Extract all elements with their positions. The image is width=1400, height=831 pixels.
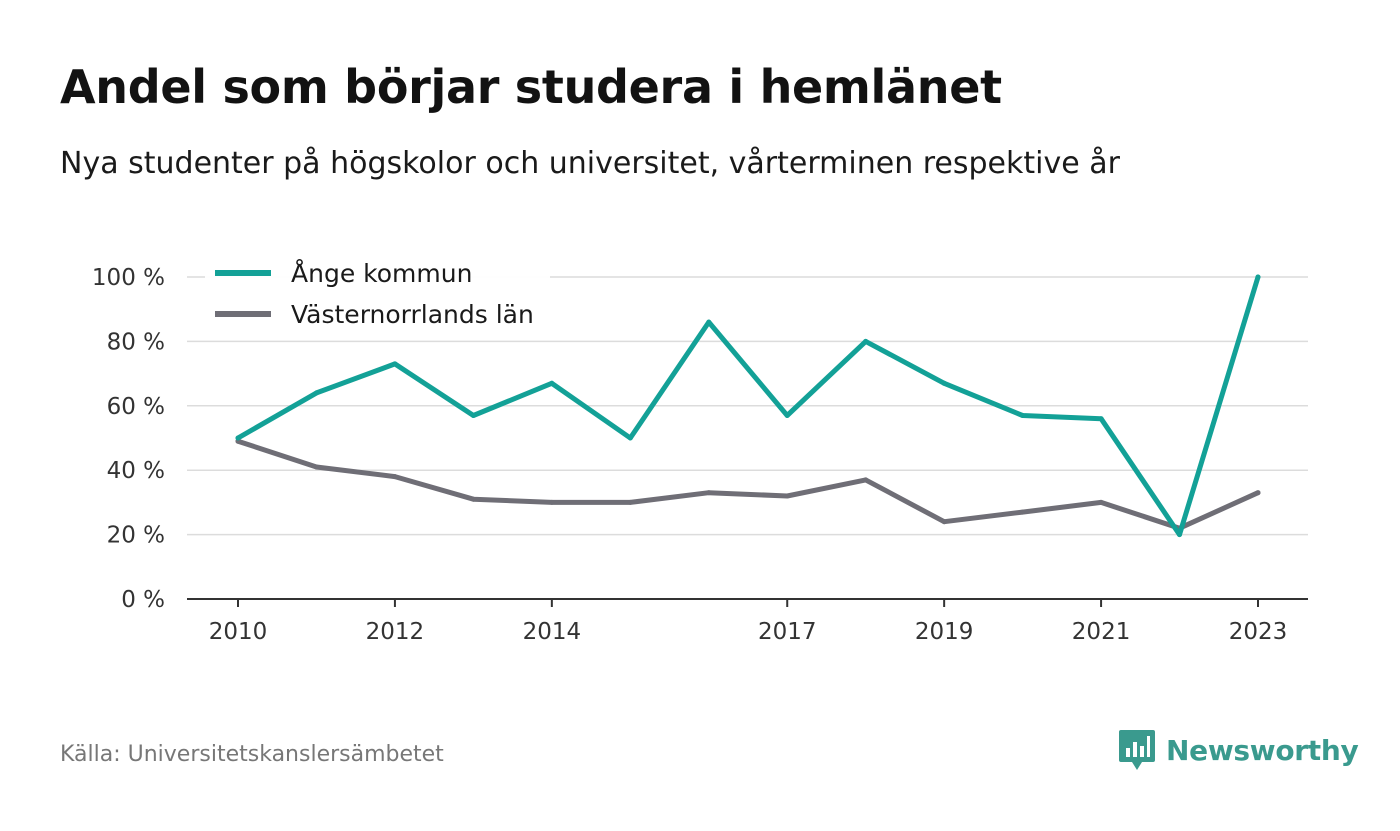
data-point [1020, 413, 1026, 418]
data-point [1020, 509, 1026, 515]
brand-name: Newsworthy [1166, 733, 1359, 767]
data-point [1098, 499, 1104, 505]
data-point [470, 413, 476, 418]
data-point [314, 390, 319, 396]
data-point [627, 435, 633, 441]
data-point [784, 493, 790, 499]
y-tick-label: 100 % [92, 265, 165, 291]
data-point [1177, 532, 1182, 538]
data-point [235, 435, 241, 441]
data-point [1255, 490, 1261, 496]
data-point [863, 338, 869, 344]
legend-background [205, 256, 550, 338]
data-point [863, 477, 869, 483]
brand-logo: Newsworthy [1118, 726, 1359, 774]
y-tick-label: 60 % [107, 394, 165, 420]
y-tick-label: 0 % [121, 587, 165, 613]
x-tick-label: 2014 [523, 619, 582, 645]
y-tick-label: 80 % [107, 329, 165, 355]
x-tick-label: 2021 [1072, 619, 1131, 645]
data-point [941, 519, 947, 525]
data-point [1255, 274, 1261, 280]
legend-label-vasternorrland: Västernorrlands län [291, 300, 534, 329]
newsworthy-logo-icon [1119, 730, 1155, 770]
legend-label-ange: Ånge kommun [291, 259, 472, 288]
data-point [784, 413, 790, 418]
legend: Ånge kommun Västernorrlands län [205, 256, 550, 338]
line-chart: 0 % 20 % 40 % 60 % 80 % 100 % 2010 2012 2014 2017… [91, 256, 1308, 645]
chart-title: Andel som börjar studera i hemlänet [60, 60, 1002, 114]
series-line-0 [235, 274, 1261, 538]
series-line-1 [235, 438, 1261, 531]
data-point [549, 499, 555, 505]
chart-subtitle: Nya studenter på högskolor och universit… [60, 146, 1120, 181]
data-point [470, 496, 476, 502]
series-lines [235, 274, 1261, 538]
x-tick-label: 2010 [209, 619, 268, 645]
data-point [314, 464, 319, 470]
data-point [706, 490, 712, 496]
y-tick-label: 20 % [107, 523, 165, 549]
data-point [941, 380, 947, 386]
data-point [627, 499, 633, 505]
x-tick-label: 2017 [758, 619, 817, 645]
source-note: Källa: Universitetskanslersämbetet [60, 742, 444, 767]
data-point [392, 474, 398, 480]
x-tick-label: 2019 [915, 619, 974, 645]
data-point [392, 361, 398, 367]
data-point [1098, 416, 1104, 422]
x-tick-label: 2023 [1229, 619, 1288, 645]
x-tick-label: 2012 [366, 619, 425, 645]
data-point [706, 319, 712, 325]
axes: 0 % 20 % 40 % 60 % 80 % 100 % 2010 2012 2014 2017… [92, 265, 1308, 645]
data-point [549, 380, 555, 386]
y-tick-label: 40 % [107, 458, 165, 484]
